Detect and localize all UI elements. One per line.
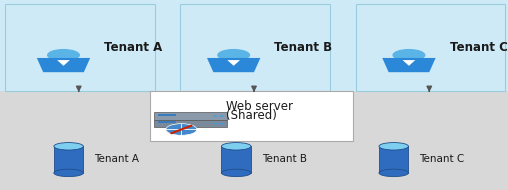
Ellipse shape	[221, 169, 251, 177]
FancyBboxPatch shape	[154, 112, 227, 120]
Polygon shape	[37, 58, 90, 72]
Ellipse shape	[379, 169, 408, 177]
Ellipse shape	[221, 142, 251, 150]
Bar	[54, 146, 83, 173]
Text: Tenant B: Tenant B	[274, 41, 332, 54]
Polygon shape	[227, 60, 240, 66]
Bar	[0, 0, 508, 91]
Bar	[0, 91, 508, 190]
Text: Tenant B: Tenant B	[262, 154, 307, 164]
Circle shape	[213, 123, 217, 124]
Circle shape	[213, 115, 217, 117]
Bar	[158, 114, 176, 116]
Polygon shape	[383, 58, 436, 72]
Circle shape	[166, 124, 197, 135]
Text: Tenant C: Tenant C	[450, 41, 507, 54]
Text: Tenant C: Tenant C	[419, 154, 464, 164]
Bar	[221, 146, 251, 173]
FancyBboxPatch shape	[356, 4, 505, 91]
Circle shape	[47, 49, 80, 61]
Ellipse shape	[379, 142, 408, 150]
Text: (Shared): (Shared)	[226, 109, 277, 122]
FancyBboxPatch shape	[180, 4, 330, 91]
Circle shape	[392, 49, 425, 61]
Text: Tenant A: Tenant A	[104, 41, 163, 54]
FancyBboxPatch shape	[150, 91, 353, 141]
Polygon shape	[403, 60, 416, 66]
Ellipse shape	[54, 169, 83, 177]
Circle shape	[219, 115, 224, 117]
Ellipse shape	[54, 142, 83, 150]
Circle shape	[217, 49, 250, 61]
Text: Web server: Web server	[226, 100, 293, 113]
Polygon shape	[207, 58, 260, 72]
Text: Tenant A: Tenant A	[94, 154, 139, 164]
Bar	[379, 146, 408, 173]
FancyBboxPatch shape	[154, 120, 227, 127]
Polygon shape	[57, 60, 70, 66]
Circle shape	[219, 123, 224, 124]
FancyBboxPatch shape	[5, 4, 155, 91]
Bar	[158, 121, 176, 123]
